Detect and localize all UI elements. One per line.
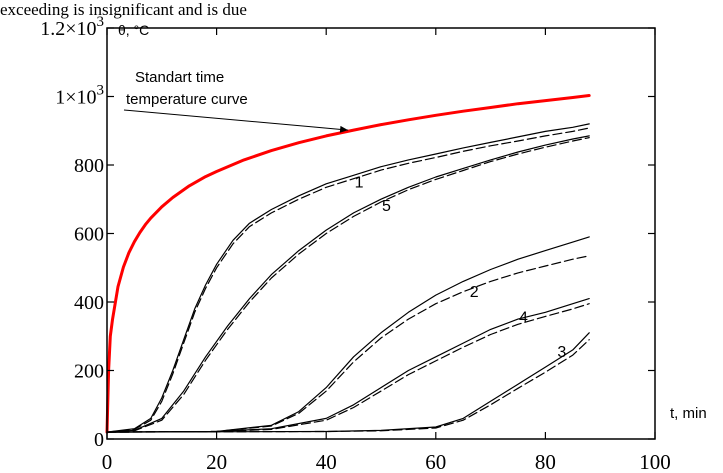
series-line-1	[106, 123, 590, 433]
y-tick-label: 1×103	[55, 83, 104, 109]
series-label-1: 1	[355, 174, 364, 191]
y-tick-label: 0	[94, 429, 104, 451]
annotation-line-1: Standart time	[135, 69, 224, 86]
ticks-layer	[106, 27, 656, 440]
series-line-1-dashed	[106, 127, 590, 433]
caption-fragment: exceeding is insignificant and is due	[0, 0, 247, 19]
series-line-3-dashed	[106, 339, 590, 433]
series-line-4	[106, 298, 590, 433]
x-tick-labels: 0 20 40 60 80 100	[102, 450, 671, 473]
y-tick-label: 600	[74, 224, 104, 246]
series-line-4-dashed	[106, 303, 590, 433]
y-tick-labels: 0 200 400 600 800 1×103 1.2×103	[40, 14, 104, 451]
y-tick-label: 200	[74, 361, 104, 383]
series-line-5	[106, 135, 590, 433]
x-tick-label: 80	[535, 450, 556, 473]
x-axis-label: t, min	[670, 405, 707, 422]
x-tick-label: 100	[639, 450, 671, 473]
series-label-5: 5	[382, 198, 391, 215]
y-axis-label: θ, °C	[118, 22, 149, 38]
series-label-4: 4	[519, 310, 528, 327]
y-tick-label: 1.2×103	[40, 14, 104, 40]
annotation-line-2: temperature curve	[126, 91, 248, 108]
series-line-2-dashed	[106, 255, 590, 433]
series-line-standart-time-temperature-curve	[105, 94, 591, 434]
annotation-arrow-head	[339, 125, 349, 133]
annotation-arrow-line	[123, 109, 349, 131]
x-tick-label: 20	[206, 450, 227, 473]
series-labels: 1 5 2 4 3	[355, 174, 567, 361]
x-tick-label: 60	[425, 450, 446, 473]
series-line-5-dashed	[106, 137, 590, 433]
series-label-2: 2	[470, 284, 479, 301]
y-tick-label: 800	[74, 155, 104, 177]
y-tick-label: 400	[74, 292, 104, 314]
x-tick-label: 40	[316, 450, 337, 473]
series-line-3	[106, 332, 590, 433]
series-label-3: 3	[557, 344, 566, 361]
x-tick-label: 0	[102, 450, 113, 473]
series-layer	[105, 94, 591, 434]
plot-frame	[106, 27, 656, 440]
standard-curve-annotation: Standart time temperature curve	[123, 69, 349, 133]
series-line-2	[106, 236, 590, 433]
